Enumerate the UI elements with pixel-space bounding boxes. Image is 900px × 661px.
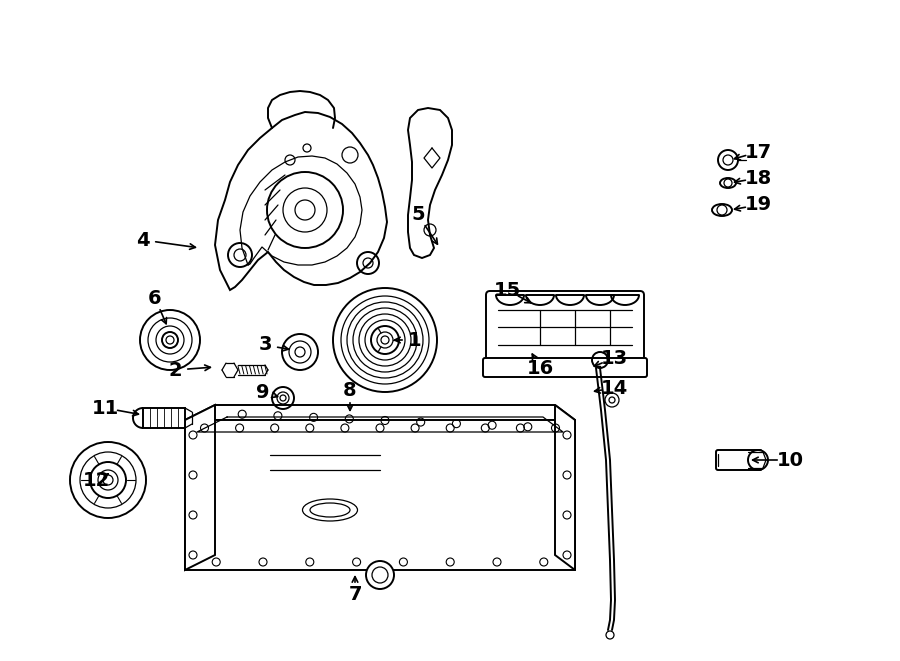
Text: 4: 4 xyxy=(136,231,149,249)
Text: 9: 9 xyxy=(256,383,270,401)
Text: 17: 17 xyxy=(744,143,771,161)
Polygon shape xyxy=(408,108,452,258)
FancyBboxPatch shape xyxy=(716,450,762,470)
Polygon shape xyxy=(185,405,575,420)
Text: 3: 3 xyxy=(258,336,272,354)
Text: 14: 14 xyxy=(600,379,627,397)
Polygon shape xyxy=(215,112,387,290)
Text: 18: 18 xyxy=(744,169,771,188)
Circle shape xyxy=(748,450,768,470)
Text: 10: 10 xyxy=(777,451,804,469)
Text: 13: 13 xyxy=(600,348,627,368)
Text: 8: 8 xyxy=(343,381,356,399)
Polygon shape xyxy=(185,420,575,570)
FancyBboxPatch shape xyxy=(483,358,647,377)
FancyBboxPatch shape xyxy=(486,291,644,364)
Text: 19: 19 xyxy=(744,196,771,215)
Text: 15: 15 xyxy=(493,280,520,299)
Text: 11: 11 xyxy=(92,399,119,418)
Text: 2: 2 xyxy=(168,360,182,379)
Circle shape xyxy=(366,561,394,589)
Polygon shape xyxy=(185,405,215,570)
Polygon shape xyxy=(555,405,575,570)
Text: 16: 16 xyxy=(526,358,554,377)
Text: 7: 7 xyxy=(348,586,362,605)
Polygon shape xyxy=(143,408,185,428)
Text: 12: 12 xyxy=(83,471,110,490)
Text: 5: 5 xyxy=(411,206,425,225)
Text: 6: 6 xyxy=(148,288,162,307)
Text: 1: 1 xyxy=(409,330,422,350)
